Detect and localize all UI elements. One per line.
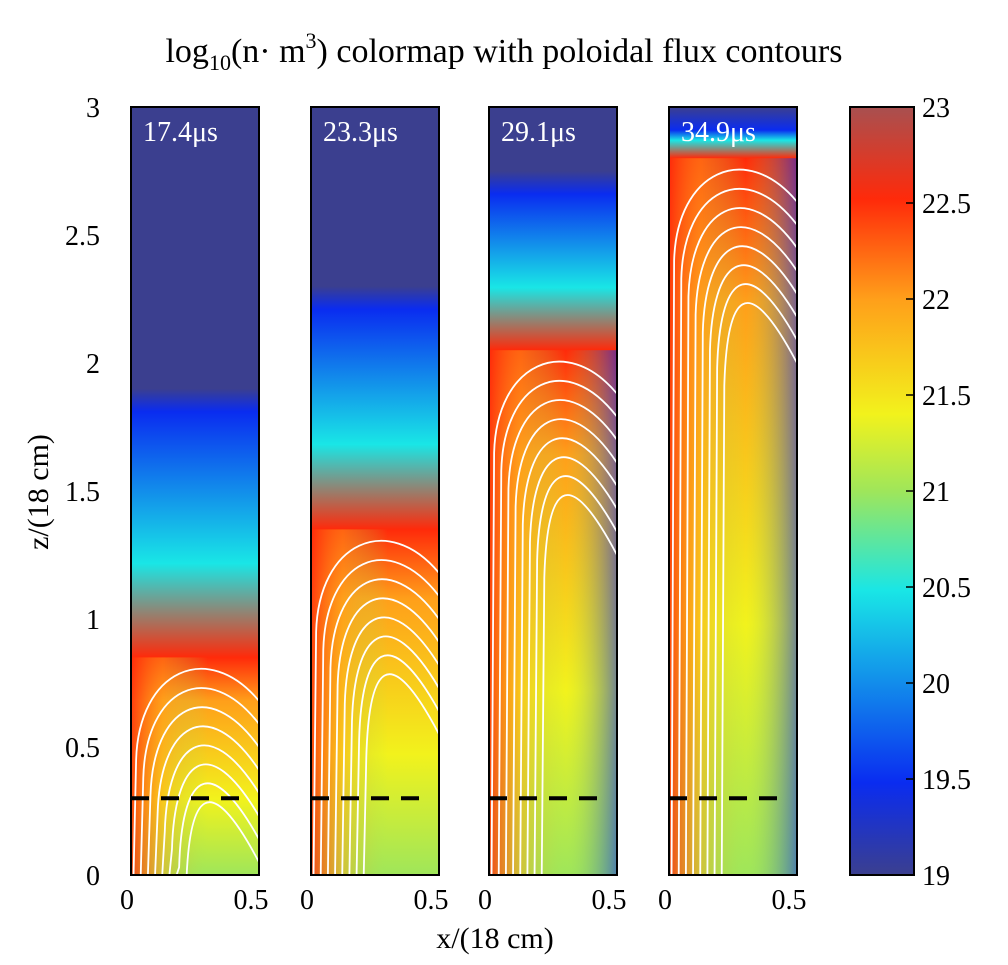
panel-3-contour [526,456,617,875]
panel-4-contour [706,264,797,875]
colorbar [849,106,915,876]
y-tick-label: 3 [86,93,100,124]
panel-2-contour [355,654,439,875]
panel-3-contour [519,437,617,875]
panel-4-time-label: 34.9μs [681,117,756,148]
panel-3-contour [504,399,617,875]
panel-1-contour [183,801,259,875]
x-tick-label: 0 [120,885,134,916]
panel-4-contour [699,245,797,875]
x-tick-label: 0 [300,885,314,916]
panel-3-contour [533,475,617,875]
x-tick-label: 0.5 [592,885,627,916]
y-axis-label: z/(18 cm) [22,434,55,550]
panel-1-core [131,657,259,875]
panel-1-contour [161,744,259,875]
panel-2-contour [334,597,439,875]
colorbar-tick-label: 22 [922,285,950,316]
panel-1-contour [154,725,259,875]
panel-4-contour [677,187,797,875]
panel-2-contour [348,635,439,875]
colorbar-tick-label: 20.5 [922,573,971,604]
panel-1: 17.4μs [130,106,260,876]
panel-1-time-label: 17.4μs [143,117,218,148]
panel-2-contour [326,578,439,875]
panel-3-frame [488,106,618,876]
colorbar-tick-label: 20 [922,669,950,700]
panel-3-time-label: 29.1μs [501,117,576,148]
x-tick-label: 0.5 [414,885,449,916]
x-axis-label: x/(18 cm) [436,922,553,955]
panel-4-contour [692,226,797,875]
x-tick-label: 0 [658,885,672,916]
y-tick-label: 0 [86,861,100,892]
colorbar-tick-label: 22.5 [922,189,971,220]
panel-2-contour [319,559,439,875]
colorbar-tick-label: 21 [922,477,950,508]
panel-4-frame [668,106,798,876]
panel-2-contour [312,540,439,875]
panel-1-contour [175,782,259,875]
panel-2-core [311,529,439,875]
panel-3: 29.1μs [488,106,618,876]
panel-2: 23.3μs [310,106,440,876]
panel-2-contour [341,616,439,875]
y-tick-label: 1.5 [65,477,100,508]
y-tick-label: 2.5 [65,221,100,252]
panel-1-contour [132,668,259,875]
panel-1-frame [130,106,260,876]
panel-3-contour [490,360,617,875]
panel-4-contour [670,168,797,875]
panel-1-contour [146,706,259,875]
panel-2-frame [310,106,440,876]
panel-4-contour [720,302,797,875]
panel-2-contour [362,673,439,875]
panel-4-contour [684,207,797,875]
x-tick-label: 0.5 [234,885,269,916]
panel-3-contour [497,379,617,875]
panel-3-contour [512,418,617,875]
colorbar-tick-label: 23 [922,93,950,124]
y-tick-label: 2 [86,349,100,380]
x-tick-label: 0.5 [772,885,807,916]
panel-2-time-label: 23.3μs [323,117,398,148]
y-tick-label: 1 [86,605,100,636]
panel-1-contour [139,687,259,875]
panel-3-contour [540,494,617,875]
colorbar-tick-label: 21.5 [922,381,971,412]
colorbar-tick-label: 19.5 [922,765,971,796]
panel-4-contour [713,283,797,875]
chart-title: log10(n· m3) colormap with poloidal flux… [165,28,843,75]
y-tick-label: 0.5 [65,733,100,764]
x-tick-label: 0 [478,885,492,916]
panel-1-contour [168,763,259,875]
colorbar-tick-label: 19 [922,861,950,892]
panel-4: 34.9μs [668,106,798,876]
